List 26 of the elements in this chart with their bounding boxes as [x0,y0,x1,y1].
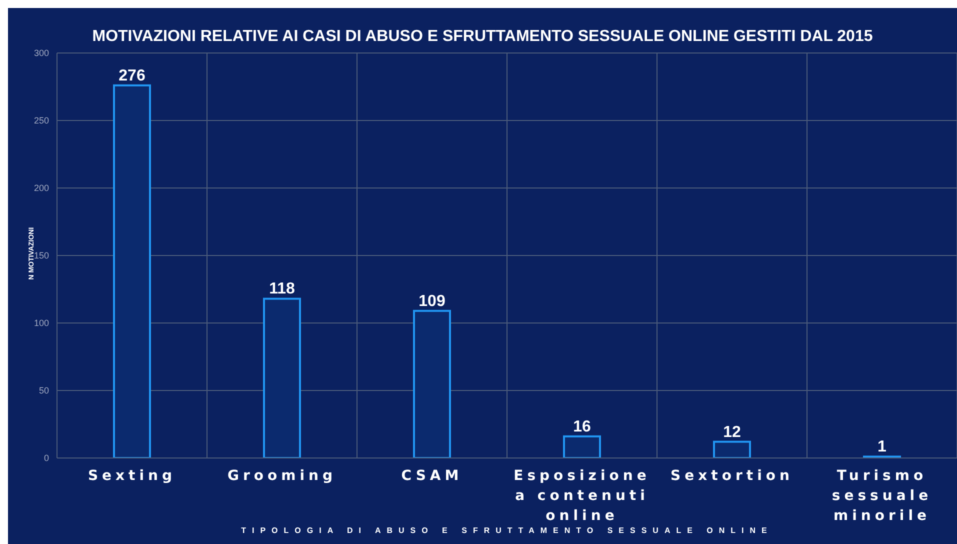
x-axis-title: TIPOLOGIA DI ABUSO E SFRUTTAMENTO SESSUALE ONLINE [240,526,774,535]
data-label: 16 [573,418,591,436]
x-tick-label: Sextortion [670,468,794,484]
y-tick-label: 100 [34,318,49,328]
x-tick-label: Esposizione a contenuti online [514,468,650,524]
bar [563,435,601,458]
bar [113,84,151,458]
bar [713,440,751,458]
x-tick-label: Turismo sessuale minorile [832,468,932,524]
y-tick-label: 150 [34,250,49,261]
data-label: 276 [118,67,146,84]
y-tick-label: 0 [44,453,49,464]
x-tick-label: Sexting [88,468,176,484]
data-label: 118 [269,280,296,298]
chart-title: MOTIVAZIONI RELATIVE AI CASI DI ABUSO E SFRUTTAMENTO SESSUALE ONLINE GESTITI DAL 2015 [91,28,874,46]
data-label: 12 [723,424,741,441]
x-tick-label: CSAM [401,468,463,484]
y-tick-label: 300 [34,48,49,58]
y-tick-label: 50 [38,386,49,396]
x-tick-label: Grooming [227,468,337,484]
data-label: 1 [878,438,887,456]
data-label: 109 [418,292,446,310]
y-tick-label: 200 [34,183,49,194]
bar [263,298,301,458]
bar [413,310,451,458]
y-tick-label: 250 [34,116,49,126]
